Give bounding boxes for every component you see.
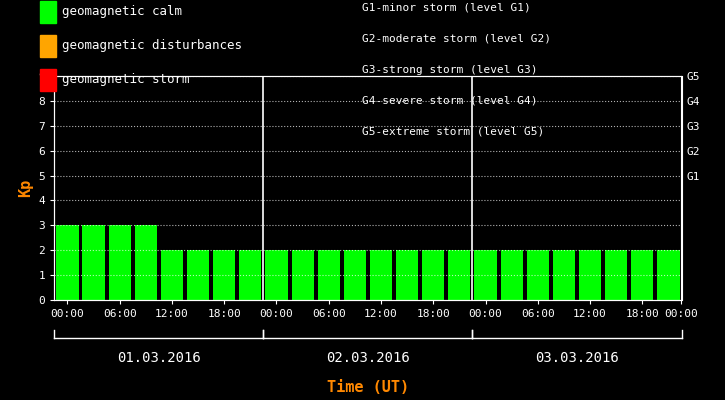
Bar bbox=[370, 250, 392, 300]
Bar bbox=[500, 250, 523, 300]
Bar bbox=[239, 250, 262, 300]
Text: Time (UT): Time (UT) bbox=[327, 380, 409, 396]
Bar bbox=[291, 250, 314, 300]
Bar bbox=[658, 250, 679, 300]
Bar bbox=[344, 250, 366, 300]
Bar bbox=[83, 225, 104, 300]
Text: G1-minor storm (level G1): G1-minor storm (level G1) bbox=[362, 3, 531, 13]
Bar bbox=[318, 250, 340, 300]
Text: G5-extreme storm (level G5): G5-extreme storm (level G5) bbox=[362, 126, 544, 136]
Bar bbox=[552, 250, 575, 300]
Text: geomagnetic storm: geomagnetic storm bbox=[62, 74, 189, 86]
Text: G4-severe storm (level G4): G4-severe storm (level G4) bbox=[362, 95, 538, 105]
Bar bbox=[135, 225, 157, 300]
Bar bbox=[422, 250, 444, 300]
Text: 03.03.2016: 03.03.2016 bbox=[535, 351, 619, 365]
Bar bbox=[265, 250, 288, 300]
Bar bbox=[187, 250, 210, 300]
Bar bbox=[474, 250, 497, 300]
Bar bbox=[57, 225, 78, 300]
Bar bbox=[213, 250, 236, 300]
Bar bbox=[109, 225, 130, 300]
Bar bbox=[396, 250, 418, 300]
Bar bbox=[161, 250, 183, 300]
Text: geomagnetic disturbances: geomagnetic disturbances bbox=[62, 40, 241, 52]
Text: G2-moderate storm (level G2): G2-moderate storm (level G2) bbox=[362, 34, 552, 44]
Text: G3-strong storm (level G3): G3-strong storm (level G3) bbox=[362, 65, 538, 74]
Bar bbox=[448, 250, 471, 300]
Text: geomagnetic calm: geomagnetic calm bbox=[62, 6, 182, 18]
Bar bbox=[579, 250, 601, 300]
Bar bbox=[631, 250, 653, 300]
Bar bbox=[605, 250, 627, 300]
Y-axis label: Kp: Kp bbox=[18, 179, 33, 197]
Text: 01.03.2016: 01.03.2016 bbox=[117, 351, 201, 365]
Text: 02.03.2016: 02.03.2016 bbox=[326, 351, 410, 365]
Bar bbox=[526, 250, 549, 300]
